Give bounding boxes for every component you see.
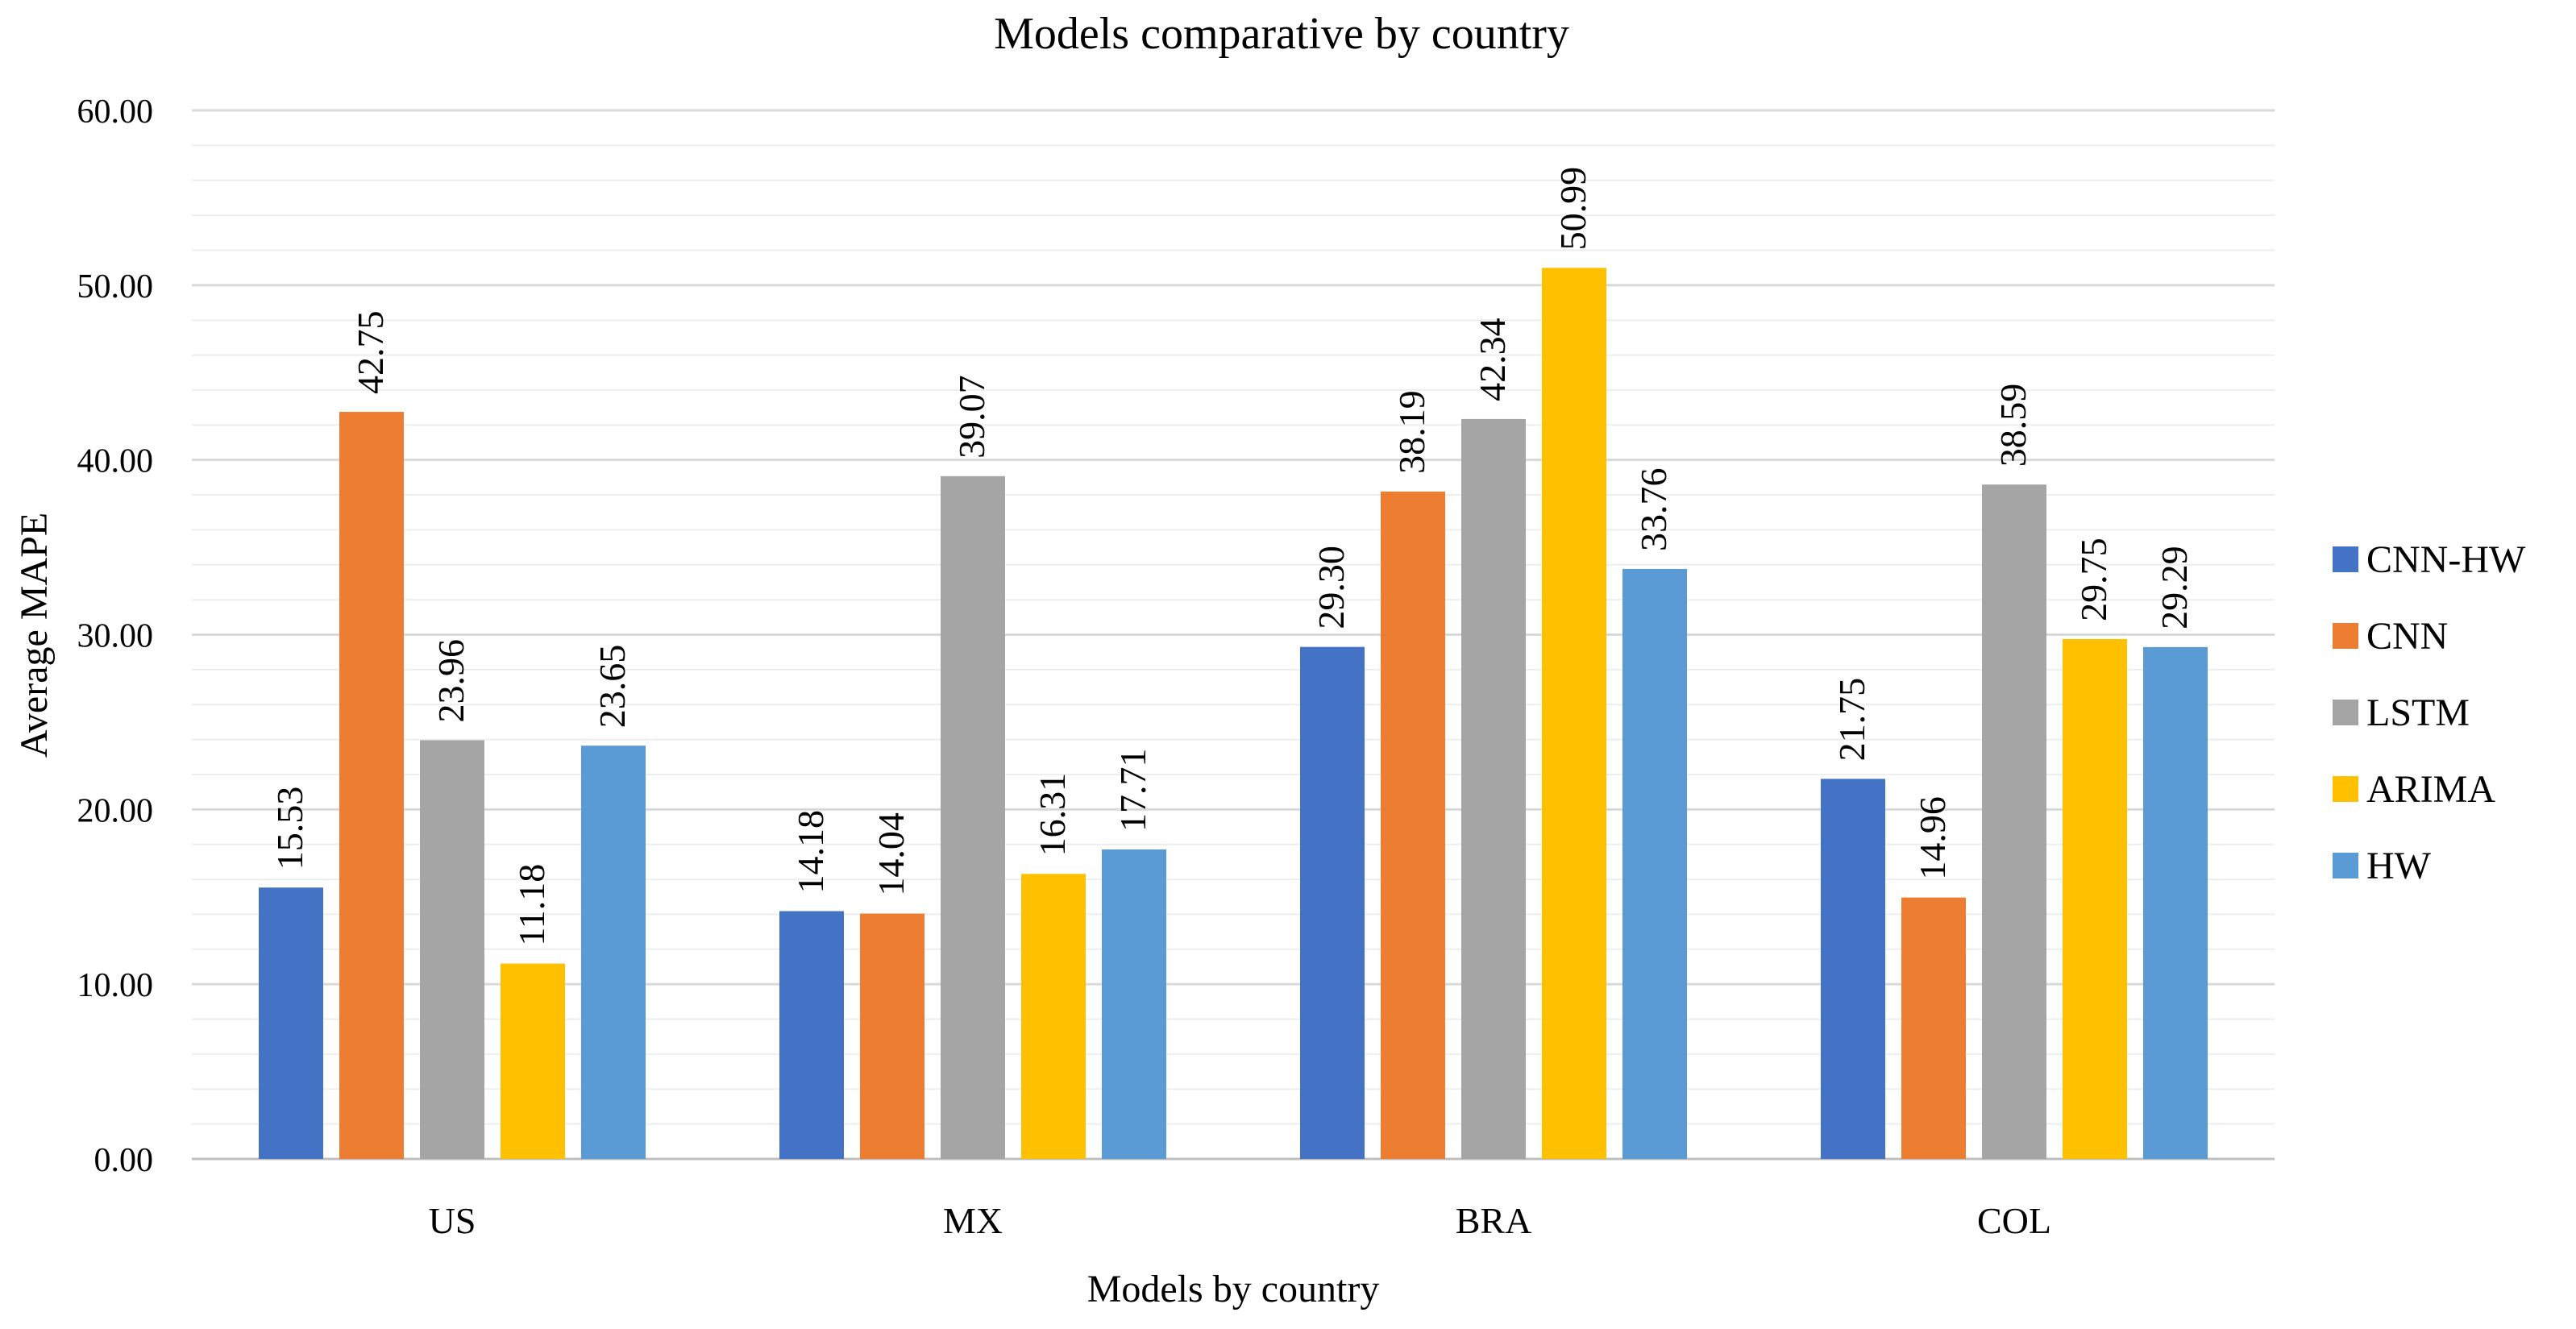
bar-data-labels: 15.53 42.75 23.96 11.18 23.65 14.18 14.04 39.07… — [269, 167, 2195, 946]
bar-data-label: 14.04 — [870, 812, 912, 896]
bar — [581, 745, 646, 1159]
x-axis-ticks: US MX BRA COL — [429, 1200, 2051, 1241]
bar-data-label: 39.07 — [951, 375, 992, 459]
bar-data-label: 42.75 — [350, 311, 391, 395]
bar — [941, 476, 1005, 1159]
bar — [860, 913, 924, 1159]
y-tick-label: 30.00 — [77, 618, 154, 655]
legend-swatch — [2333, 623, 2358, 649]
bar — [1622, 568, 1687, 1159]
legend-label: LSTM — [2366, 691, 2470, 734]
bar-data-label: 15.53 — [269, 787, 310, 870]
bar — [2063, 638, 2127, 1159]
bar — [779, 911, 844, 1159]
bar-data-label: 33.76 — [1633, 467, 1674, 551]
bar — [1461, 418, 1526, 1159]
x-axis-label: Models by country — [1087, 1268, 1380, 1310]
x-tick-label: MX — [943, 1200, 1003, 1241]
bar-data-label: 29.29 — [2154, 546, 2195, 629]
y-tick-label: 10.00 — [77, 967, 154, 1004]
legend-swatch — [2333, 776, 2358, 802]
bar-data-label: 38.19 — [1391, 390, 1432, 474]
bar-data-label: 29.30 — [1311, 546, 1352, 629]
legend-label: ARIMA — [2366, 768, 2495, 811]
bar-data-label: 23.96 — [430, 639, 472, 723]
bar — [339, 412, 404, 1160]
bar-data-label: 23.65 — [592, 645, 633, 729]
x-tick-label: COL — [1977, 1200, 2051, 1241]
y-axis-label: Average MAPE — [13, 513, 56, 758]
bar — [1901, 897, 1966, 1159]
x-tick-label: BRA — [1456, 1200, 1532, 1241]
y-axis-ticks: 0.00 10.00 20.00 30.00 40.00 50.00 60.00 — [77, 93, 154, 1179]
bar — [259, 887, 323, 1159]
bar — [420, 740, 484, 1159]
legend-swatch — [2333, 700, 2358, 725]
legend-label: CNN-HW — [2366, 538, 2526, 581]
bar — [1542, 268, 1606, 1159]
y-tick-label: 20.00 — [77, 792, 154, 829]
bar — [1300, 646, 1365, 1159]
legend-swatch — [2333, 853, 2358, 878]
bar — [501, 963, 565, 1159]
legend: CNN-HW CNN LSTM ARIMA HW — [2333, 538, 2526, 887]
bar-data-label: 16.31 — [1032, 773, 1073, 857]
y-tick-label: 50.00 — [77, 268, 154, 305]
bar — [1381, 491, 1445, 1159]
chart-title: Models comparative by country — [994, 9, 1569, 59]
x-tick-label: US — [429, 1200, 476, 1241]
legend-label: HW — [2366, 845, 2432, 887]
bar-data-label: 29.75 — [2073, 538, 2114, 621]
y-tick-label: 0.00 — [94, 1142, 154, 1179]
bar-data-label: 21.75 — [1831, 678, 1872, 762]
bar — [1982, 484, 2046, 1159]
bar — [1021, 874, 1086, 1159]
y-tick-label: 60.00 — [77, 93, 154, 131]
bar — [1102, 849, 1166, 1159]
bar-data-label: 38.59 — [1992, 384, 2034, 467]
legend-label: CNN — [2366, 615, 2448, 658]
bar-data-label: 42.34 — [1472, 318, 1513, 401]
bars — [259, 268, 2208, 1160]
bar-data-label: 50.99 — [1552, 167, 1593, 251]
bar-data-label: 14.96 — [1912, 796, 1953, 880]
bar — [2143, 646, 2208, 1159]
legend-swatch — [2333, 546, 2358, 572]
bar — [1821, 779, 1885, 1159]
minor-gridlines — [192, 144, 2275, 1125]
bar-data-label: 14.18 — [790, 810, 831, 894]
bar-data-label: 17.71 — [1112, 748, 1153, 832]
bar-data-label: 11.18 — [511, 864, 552, 946]
y-tick-label: 40.00 — [77, 443, 154, 480]
